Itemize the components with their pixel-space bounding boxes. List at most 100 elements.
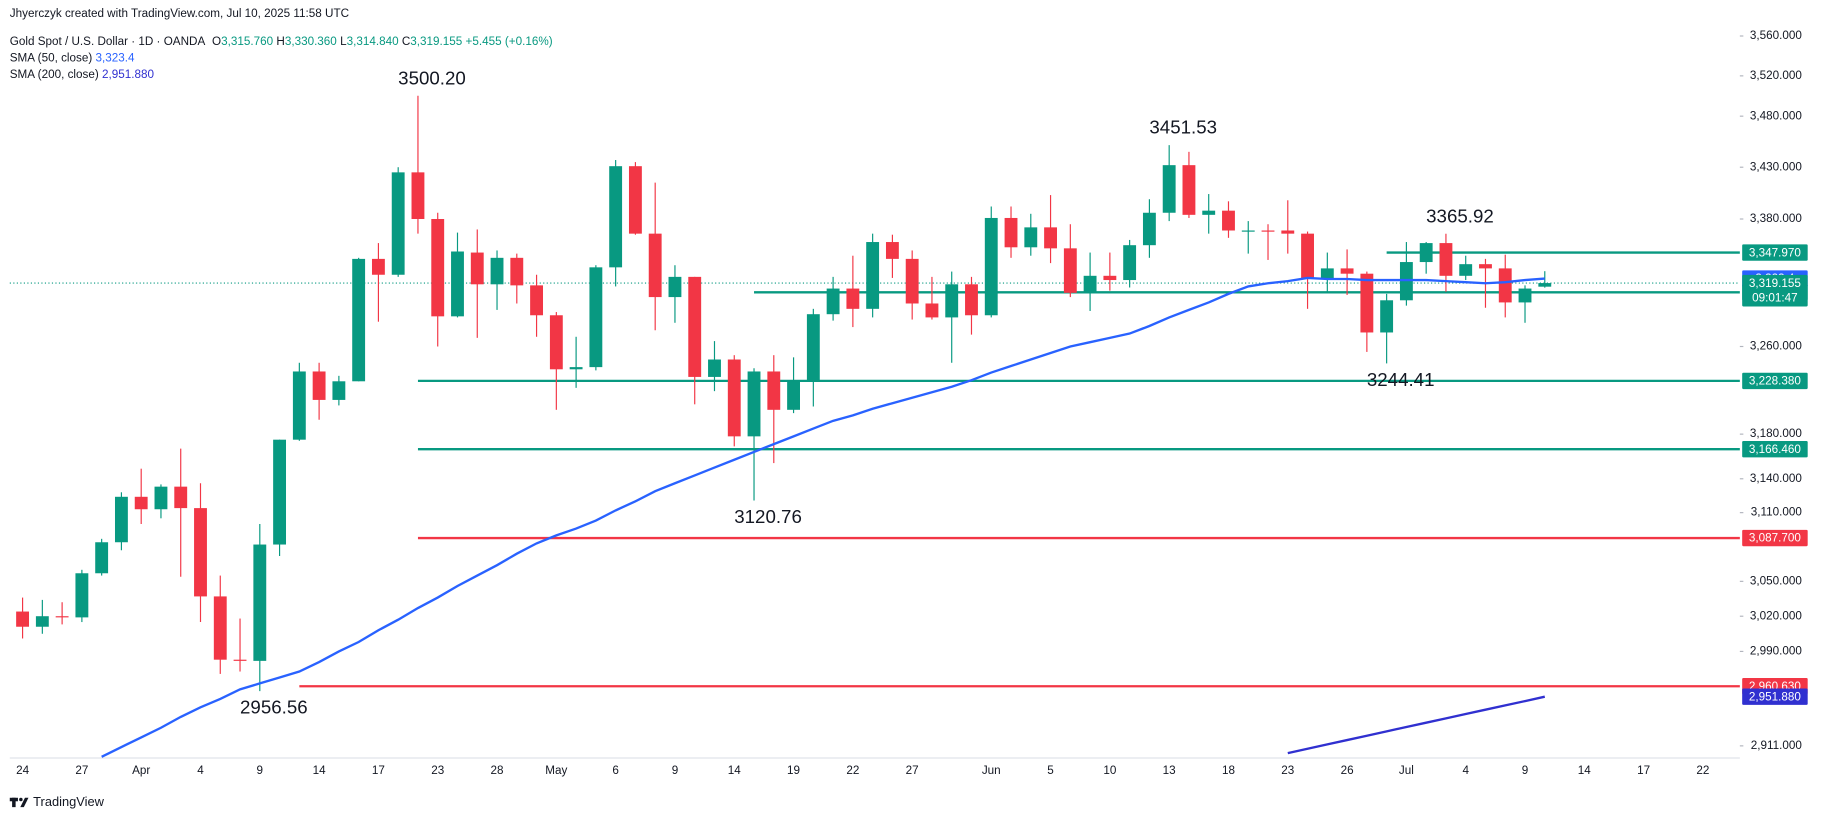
x-tick-label: 26 xyxy=(1341,764,1354,777)
ohlc-value: 3,319.155 xyxy=(410,35,462,48)
candle-body xyxy=(1241,230,1255,232)
candle-body xyxy=(1518,288,1532,303)
y-tick-label: 2,990.000 xyxy=(1750,645,1802,658)
change: +5.455 (+0.16%) xyxy=(466,35,553,48)
x-tick-label: 9 xyxy=(672,764,679,777)
level-label: 3,087.700 xyxy=(1749,532,1801,545)
candle-body xyxy=(510,257,524,286)
candle-body xyxy=(233,659,247,661)
level-label: 3,347.970 xyxy=(1749,246,1801,259)
annotation: 3244.41 xyxy=(1367,369,1435,390)
candle-body xyxy=(589,267,603,368)
candle-body xyxy=(1024,227,1038,248)
x-tick-label: 23 xyxy=(1281,764,1294,777)
y-tick-label: 3,480.000 xyxy=(1750,109,1802,122)
candle-body xyxy=(648,233,662,298)
candle-body xyxy=(35,616,49,627)
x-tick-label: 27 xyxy=(906,764,919,777)
candle-body xyxy=(1182,165,1196,215)
candle-body xyxy=(16,611,30,627)
candle-body xyxy=(549,315,563,370)
candle-body xyxy=(1419,243,1433,263)
candle-body xyxy=(806,314,820,382)
ohlc-value: 3,315.760 xyxy=(221,35,273,48)
y-tick-label: 3,560.000 xyxy=(1750,29,1802,42)
candle-body xyxy=(451,251,464,317)
annotation: 2956.56 xyxy=(240,697,308,718)
y-tick-label: 2,911.000 xyxy=(1751,739,1803,752)
candle-body xyxy=(1538,283,1552,287)
level-label-box xyxy=(1742,372,1808,390)
candle-body xyxy=(312,371,326,400)
x-tick-label: 23 xyxy=(431,764,444,777)
y-tick-label: 3,520.000 xyxy=(1750,69,1802,82)
candle-body xyxy=(1360,273,1374,333)
level-label-box xyxy=(1742,244,1808,261)
y-tick-label: 3,050.000 xyxy=(1750,574,1802,587)
candle-body xyxy=(1281,230,1295,234)
x-tick-label: Jun xyxy=(982,764,1001,777)
candle-body xyxy=(569,367,583,370)
candle-body xyxy=(1340,268,1354,274)
x-tick-label: 4 xyxy=(197,764,204,777)
candle-body xyxy=(431,219,445,317)
candle-body xyxy=(253,544,267,661)
symbol-title: Gold Spot / U.S. Dollar · 1D · OANDA xyxy=(10,35,206,48)
candle-body xyxy=(114,496,128,543)
ohlc-key: O xyxy=(212,35,221,48)
sma-line xyxy=(101,276,1545,758)
candle-body xyxy=(352,258,366,382)
x-tick-label: Apr xyxy=(132,764,150,777)
legend-value: 2,951.880 xyxy=(102,68,154,81)
annotation: 3500.20 xyxy=(398,67,466,88)
y-tick-label: 3,260.000 xyxy=(1750,340,1802,353)
candle-body xyxy=(292,371,306,440)
price-label: 3,319.155 xyxy=(1749,277,1801,290)
x-tick-label: 22 xyxy=(846,764,859,777)
x-tick-label: 14 xyxy=(313,764,327,777)
candle-body xyxy=(826,288,840,315)
x-tick-label: 10 xyxy=(1103,764,1117,777)
candle-body xyxy=(332,381,346,400)
candle-body xyxy=(767,371,781,410)
y-tick-label: 3,180.000 xyxy=(1750,427,1802,440)
x-tick-label: 22 xyxy=(1696,764,1709,777)
candle-body xyxy=(213,596,227,660)
y-tick-label: 3,380.000 xyxy=(1750,212,1802,225)
y-tick-label: 3,110.000 xyxy=(1751,506,1803,519)
candle-body xyxy=(984,217,998,316)
candle-body xyxy=(411,172,425,220)
candle-body xyxy=(154,486,168,510)
sma200-legend: SMA (200, close) 2,951.880 xyxy=(10,68,155,81)
candle-body xyxy=(1103,275,1117,281)
candle-body xyxy=(273,439,287,545)
level-label: 3,166.460 xyxy=(1749,443,1801,456)
candle-body xyxy=(530,285,544,316)
x-tick-label: 27 xyxy=(75,764,88,777)
candle-body xyxy=(1459,264,1473,276)
candle-body xyxy=(688,276,702,377)
candle-body xyxy=(965,284,978,316)
candle-body xyxy=(1320,268,1334,279)
candle-body xyxy=(371,258,385,275)
candle-body xyxy=(1439,243,1453,276)
candle-body xyxy=(1261,230,1275,232)
countdown: 09:01:47 xyxy=(1752,291,1798,304)
candle-body xyxy=(846,288,860,309)
candle-body xyxy=(470,252,484,285)
ohlc-key: L xyxy=(340,35,347,48)
level-label: 3,228.380 xyxy=(1749,375,1801,388)
x-tick-label: 13 xyxy=(1163,764,1176,777)
x-tick-label: 6 xyxy=(612,764,619,777)
y-tick-label: 3,020.000 xyxy=(1750,609,1802,622)
legend-value: 3,323.4 xyxy=(96,52,135,65)
x-tick-label: 14 xyxy=(1578,764,1592,777)
candle-body xyxy=(1479,264,1492,269)
sma-line xyxy=(1287,695,1546,755)
candle-body xyxy=(708,359,721,377)
x-tick-label: 14 xyxy=(728,764,742,777)
x-tick-label: 9 xyxy=(1522,764,1529,777)
price-box xyxy=(1742,274,1808,307)
